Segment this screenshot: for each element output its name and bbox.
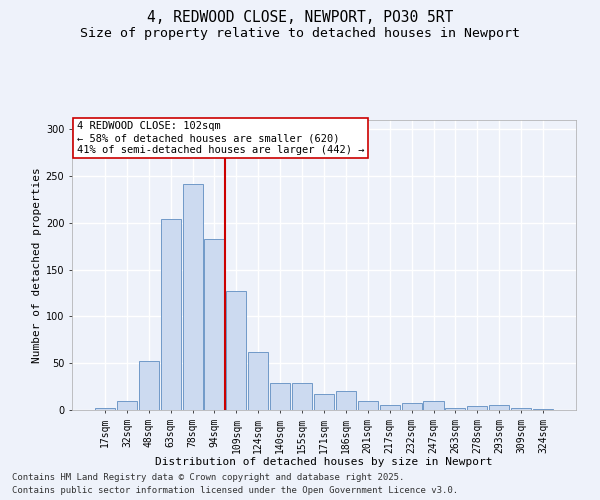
Bar [314, 394, 334, 410]
Bar [445, 408, 466, 410]
Bar [182, 184, 203, 410]
Bar [380, 406, 400, 410]
Text: Contains HM Land Registry data © Crown copyright and database right 2025.: Contains HM Land Registry data © Crown c… [12, 474, 404, 482]
Bar [336, 392, 356, 410]
Bar [248, 352, 268, 410]
Y-axis label: Number of detached properties: Number of detached properties [32, 167, 41, 363]
Text: 4, REDWOOD CLOSE, NEWPORT, PO30 5RT: 4, REDWOOD CLOSE, NEWPORT, PO30 5RT [147, 10, 453, 25]
Text: 4 REDWOOD CLOSE: 102sqm
← 58% of detached houses are smaller (620)
41% of semi-d: 4 REDWOOD CLOSE: 102sqm ← 58% of detache… [77, 122, 365, 154]
Bar [467, 406, 487, 410]
Bar [161, 219, 181, 410]
Bar [358, 400, 378, 410]
Bar [226, 291, 247, 410]
X-axis label: Distribution of detached houses by size in Newport: Distribution of detached houses by size … [155, 457, 493, 467]
Bar [117, 400, 137, 410]
Bar [489, 406, 509, 410]
Bar [424, 400, 443, 410]
Bar [270, 383, 290, 410]
Text: Contains public sector information licensed under the Open Government Licence v3: Contains public sector information licen… [12, 486, 458, 495]
Bar [205, 239, 224, 410]
Bar [401, 404, 422, 410]
Bar [139, 362, 159, 410]
Bar [95, 408, 115, 410]
Text: Size of property relative to detached houses in Newport: Size of property relative to detached ho… [80, 28, 520, 40]
Bar [533, 409, 553, 410]
Bar [292, 383, 312, 410]
Bar [511, 408, 531, 410]
